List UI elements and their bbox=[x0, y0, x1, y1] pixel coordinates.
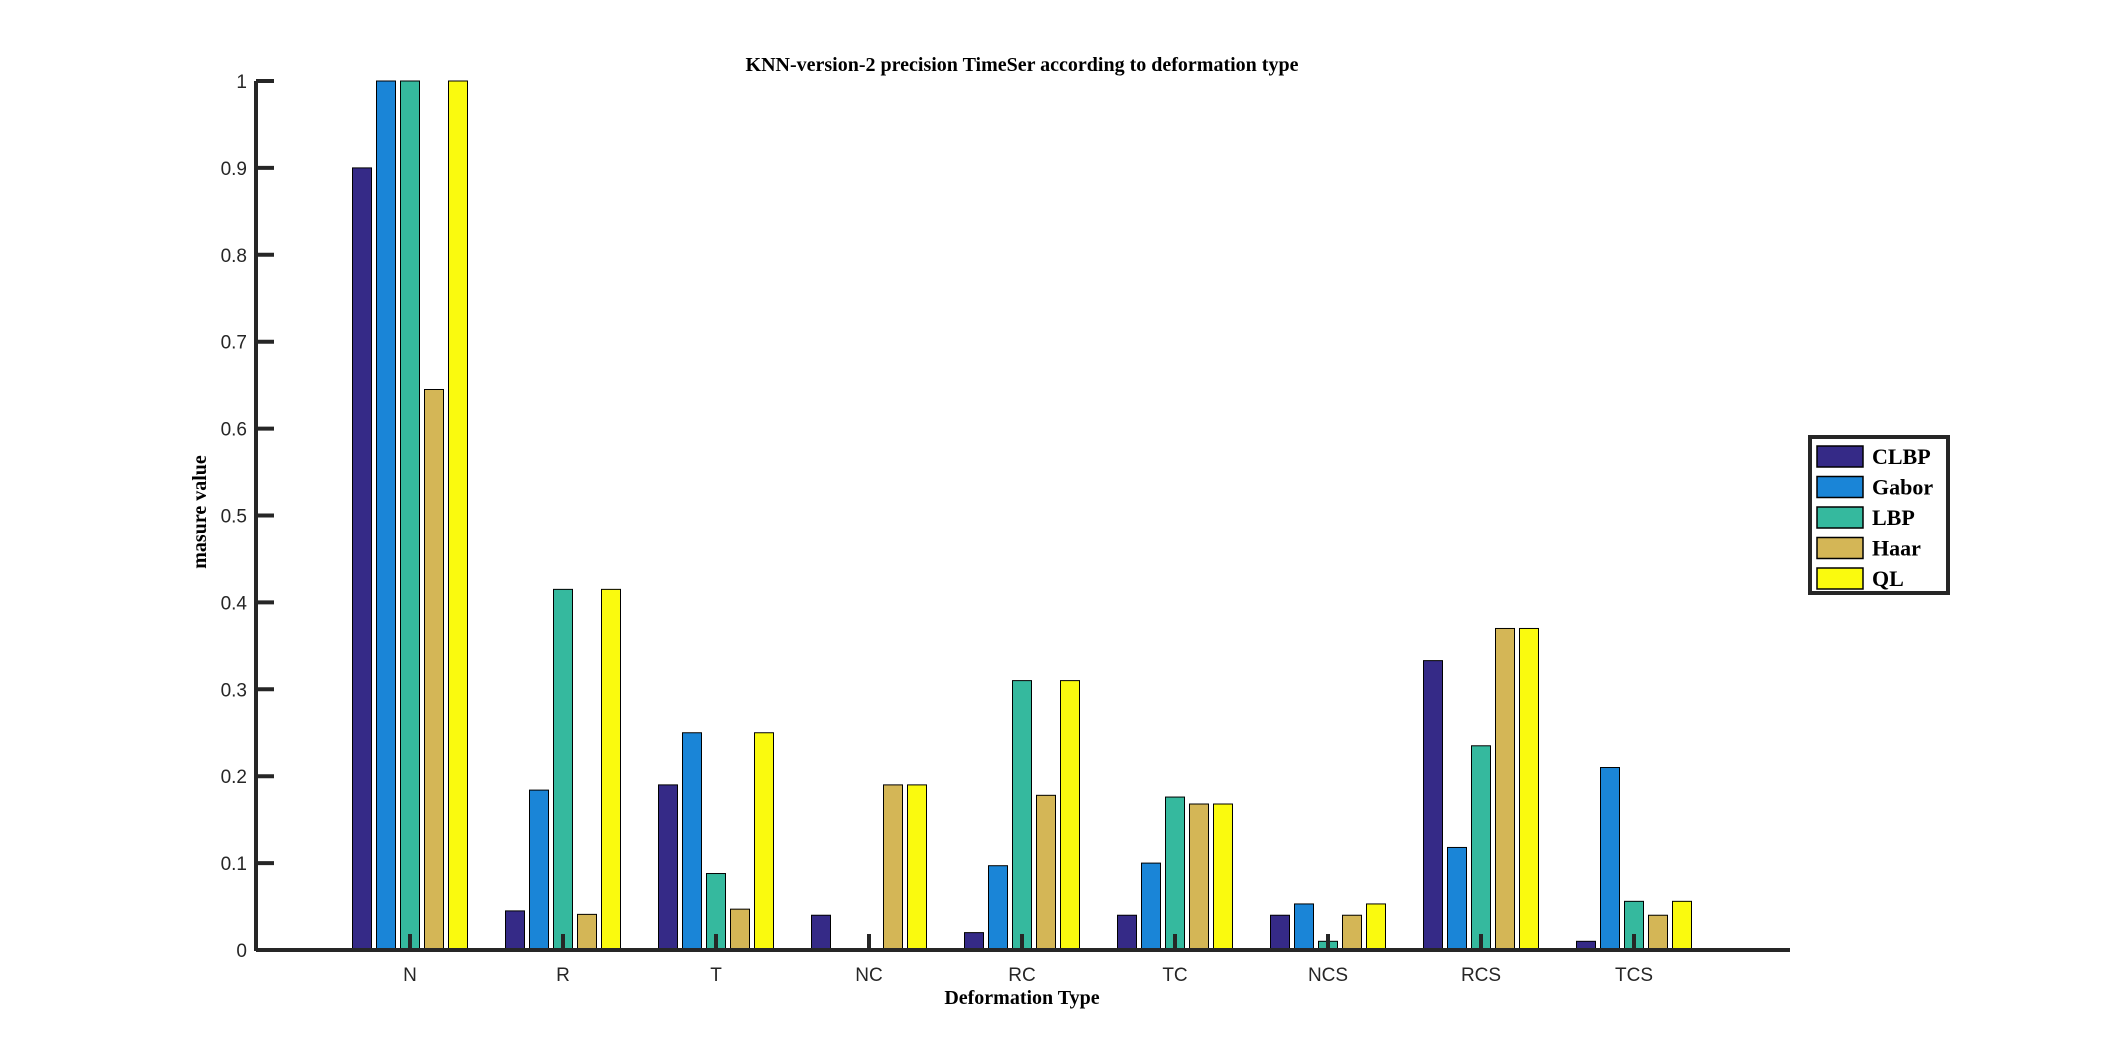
bar-gabor-ncs bbox=[1294, 903, 1314, 951]
bar-haar-ncs bbox=[1342, 914, 1362, 951]
bar-gabor-rcs bbox=[1447, 846, 1467, 951]
bar-haar-tc bbox=[1189, 803, 1209, 951]
bar-haar-r bbox=[577, 913, 597, 951]
bar-lbp-r bbox=[553, 588, 573, 951]
bar-ql-rc bbox=[1060, 680, 1080, 951]
bar-ql-rcs bbox=[1519, 627, 1539, 951]
legend-swatch-clbp bbox=[1816, 445, 1864, 468]
bar-haar-nc bbox=[883, 784, 903, 951]
bar-gabor-rc bbox=[988, 865, 1008, 951]
x-tick-label-rcs: RCS bbox=[1461, 965, 1501, 986]
y-tick-label: 0.4 bbox=[221, 593, 248, 614]
bar-gabor-tcs bbox=[1600, 767, 1620, 951]
y-tick-label: 0.9 bbox=[221, 159, 247, 180]
bar-lbp-rcs bbox=[1471, 745, 1491, 951]
bar-haar-tcs bbox=[1648, 914, 1668, 951]
y-tick-label: 0.8 bbox=[221, 246, 247, 267]
y-tick-label: 0.6 bbox=[221, 420, 247, 441]
legend: CLBP Gabor LBP Haar QL bbox=[1808, 435, 1950, 595]
y-tick-label: 0.3 bbox=[221, 680, 247, 701]
bar-haar-t bbox=[730, 908, 750, 951]
bar-gabor-tc bbox=[1141, 862, 1161, 951]
bar-clbp-tc bbox=[1117, 914, 1137, 951]
bar-clbp-nc bbox=[811, 914, 831, 951]
bar-clbp-t bbox=[658, 784, 678, 951]
bar-lbp-n bbox=[400, 80, 420, 951]
axes: 0 0.1 0.2 0.3 0.4 0.5 0.6 0.7 0.8 0.9 1 N R T NC RC TC NC… bbox=[221, 72, 1790, 986]
x-tick-label-tcs: TCS bbox=[1615, 965, 1653, 986]
bar-clbp-ncs bbox=[1270, 914, 1290, 951]
y-tick-label: 0.7 bbox=[221, 333, 247, 354]
y-tick-label: 1 bbox=[236, 72, 247, 93]
bar-clbp-r bbox=[505, 910, 525, 951]
x-tick-label-r: R bbox=[556, 965, 570, 986]
y-tick-label: 0.5 bbox=[221, 507, 247, 528]
x-tick-label-nc: NC bbox=[855, 965, 882, 986]
bar-haar-rcs bbox=[1495, 627, 1515, 951]
bar-clbp-rcs bbox=[1423, 660, 1443, 951]
bar-gabor-n bbox=[376, 80, 396, 951]
bar-ql-tcs bbox=[1672, 900, 1692, 951]
bars bbox=[352, 80, 1692, 951]
bar-clbp-n bbox=[352, 167, 372, 951]
bar-haar-rc bbox=[1036, 794, 1056, 951]
bar-ql-tc bbox=[1213, 803, 1233, 951]
chart-title: KNN-version-2 precision TimeSer accordin… bbox=[746, 54, 1299, 76]
bar-haar-n bbox=[424, 388, 444, 951]
bar-lbp-rc bbox=[1012, 680, 1032, 951]
legend-swatch-gabor bbox=[1816, 475, 1864, 499]
legend-label-haar: Haar bbox=[1872, 536, 1921, 561]
bar-gabor-r bbox=[529, 789, 549, 951]
bar-ql-ncs bbox=[1366, 903, 1386, 951]
bar-ql-r bbox=[601, 588, 621, 951]
legend-swatch-haar bbox=[1816, 536, 1864, 560]
legend-swatch-ql bbox=[1816, 567, 1864, 590]
bar-lbp-tc bbox=[1165, 796, 1185, 951]
bar-ql-n bbox=[448, 80, 468, 951]
x-tick-label-t: T bbox=[710, 965, 722, 986]
bar-gabor-t bbox=[682, 732, 702, 951]
legend-label-ql: QL bbox=[1872, 566, 1904, 591]
x-tick-label-ncs: NCS bbox=[1308, 965, 1348, 986]
y-axis-label: masure value bbox=[189, 455, 211, 569]
legend-label-clbp: CLBP bbox=[1872, 444, 1931, 469]
y-tick-label: 0 bbox=[236, 941, 247, 962]
x-axis-label: Deformation Type bbox=[944, 987, 1099, 1009]
legend-label-gabor: Gabor bbox=[1872, 475, 1933, 500]
x-tick-label-tc: TC bbox=[1162, 965, 1187, 986]
x-tick-label-rc: RC bbox=[1008, 965, 1035, 986]
y-tick-label: 0.1 bbox=[221, 854, 247, 875]
y-tick-label: 0.2 bbox=[221, 767, 247, 788]
bar-ql-t bbox=[754, 732, 774, 951]
bar-clbp-rc bbox=[964, 932, 984, 951]
x-tick-label-n: N bbox=[403, 965, 417, 986]
legend-label-lbp: LBP bbox=[1872, 505, 1915, 530]
legend-swatch-lbp bbox=[1816, 506, 1864, 529]
bar-ql-nc bbox=[907, 784, 927, 951]
